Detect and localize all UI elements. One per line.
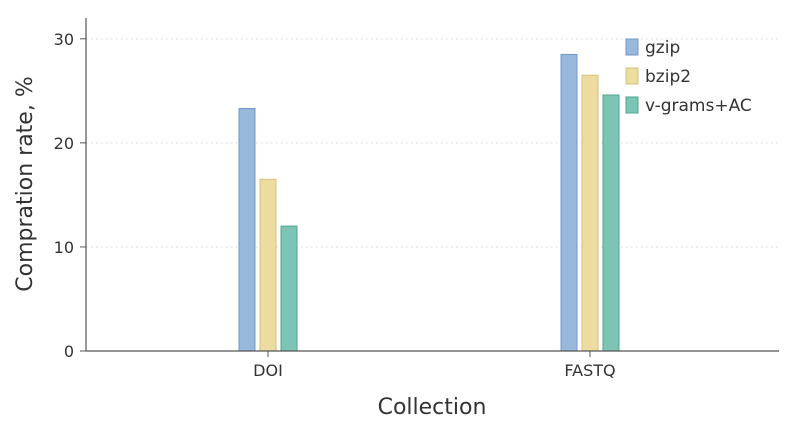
y-tick-label: 0 (64, 342, 74, 361)
legend-swatch (625, 67, 639, 85)
bar-bzip2-FASTQ (581, 74, 599, 352)
bar-v-grams+AC-FASTQ (602, 94, 620, 352)
y-axis-title: Compration rate, % (13, 76, 38, 291)
legend-label: gzip (645, 38, 680, 58)
bar-v-grams+AC-DOI (280, 225, 298, 352)
bar-gzip-DOI (238, 108, 256, 352)
legend-label: v-grams+AC (645, 96, 752, 116)
x-tick-labels: DOI FASTQ (253, 351, 616, 380)
y-tick-label: 30 (54, 30, 74, 49)
x-tick-label: DOI (253, 361, 283, 380)
y-tick-labels: 0 10 20 30 (54, 30, 86, 361)
x-tick-label: FASTQ (564, 361, 615, 380)
bar-gzip-FASTQ (560, 53, 578, 352)
x-axis-title: Collection (378, 395, 487, 420)
bar-bzip2-DOI (259, 178, 277, 352)
legend-label: bzip2 (645, 67, 691, 87)
y-tick-label: 20 (54, 134, 74, 153)
bars (238, 53, 620, 352)
gridlines (86, 38, 779, 248)
legend-swatch (625, 96, 639, 114)
legend: gzip bzip2 v-grams+AC (625, 38, 752, 116)
legend-swatch (625, 38, 639, 56)
y-tick-label: 10 (54, 238, 74, 257)
